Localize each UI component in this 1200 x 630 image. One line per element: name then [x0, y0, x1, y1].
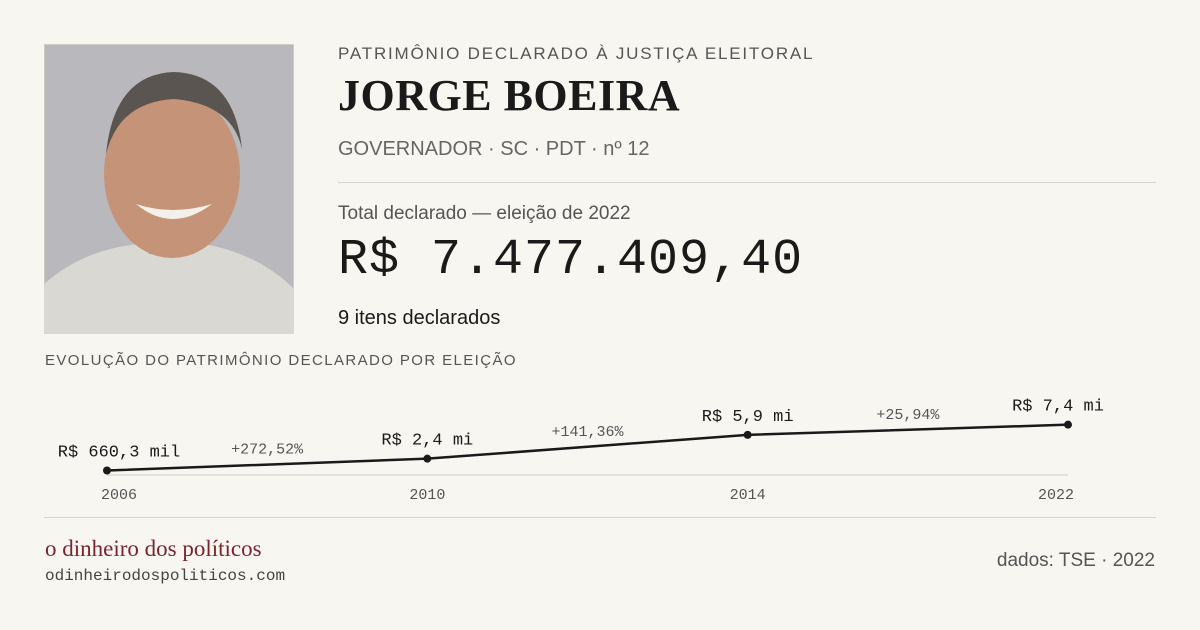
brand: o dinheiro dos políticos — [45, 536, 262, 561]
data-line — [106, 423, 1069, 472]
data-point — [103, 466, 111, 475]
change-label: +141,36% — [551, 424, 624, 441]
item-count: 9 itens declarados — [338, 307, 501, 329]
value-label: R$ 5,9 mi — [702, 408, 794, 427]
candidate-name: JORGE BOEIRA — [338, 71, 681, 120]
kicker: PATRIMÔNIO DECLARADO À JUSTIÇA ELEITORAL — [338, 44, 815, 63]
divider — [44, 517, 1156, 518]
data-point — [423, 454, 432, 463]
x-tick-label: 2022 — [1038, 487, 1074, 504]
site-url: odinheirodospoliticos.com — [45, 567, 286, 585]
value-label: R$ 660,3 mil — [58, 444, 180, 463]
divider — [338, 182, 1156, 183]
chart: R$ 660,3 mil 2006 R$ 2,4 mi 2010 R$ 5,9 mi 20… — [58, 398, 1104, 504]
change-label: +272,52% — [231, 442, 304, 459]
chart-title: EVOLUÇÃO DO PATRIMÔNIO DECLARADO POR ELE… — [45, 352, 517, 369]
office: GOVERNADOR · SC · PDT · nº 12 — [338, 138, 650, 160]
x-tick-label: 2014 — [730, 487, 766, 504]
data-point — [1064, 420, 1072, 429]
value-label: R$ 2,4 mi — [381, 432, 473, 451]
change-label: +25,94% — [876, 407, 940, 424]
value-label: R$ 7,4 mi — [1012, 398, 1104, 417]
x-tick-label: 2006 — [101, 487, 137, 504]
data-point — [743, 430, 752, 439]
total-label: Total declarado — eleição de 2022 — [338, 203, 631, 224]
candidate-photo — [44, 44, 294, 334]
source: dados: TSE · 2022 — [996, 550, 1155, 571]
total-value: R$ 7.477.409,40 — [338, 232, 804, 289]
x-tick-label: 2010 — [409, 487, 445, 504]
